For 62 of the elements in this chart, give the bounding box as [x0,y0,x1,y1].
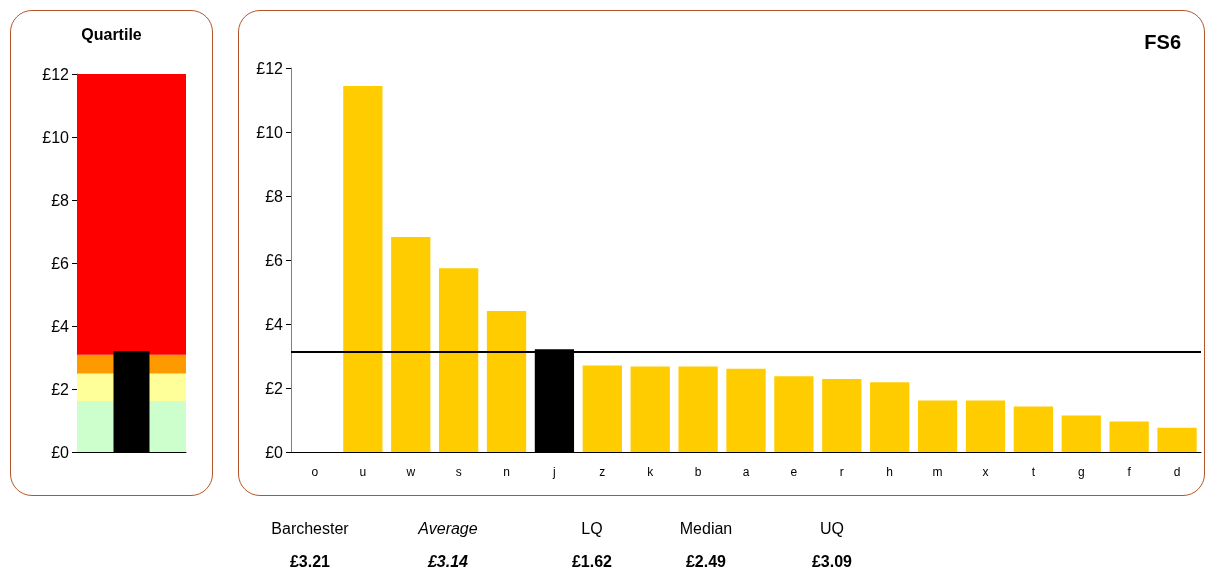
x-tick-label: w [405,465,416,479]
text: £3.14 [426,553,469,571]
bar [486,310,527,452]
bar [438,268,479,452]
y-tick-label: £12 [256,59,284,77]
bar [774,376,814,452]
bar [391,236,431,452]
y-tick-label: £8 [265,187,284,205]
bar [1157,427,1197,452]
x-tick-label: h [886,465,894,479]
y-tick-label: £0 [265,443,284,461]
x-tick-label: s [455,465,462,479]
bar [1013,406,1054,452]
bar [1061,415,1101,452]
x-tick-label: o [311,465,319,479]
x-tick-label: e [790,465,798,479]
bar [343,85,383,452]
text: £3.21 [288,553,331,571]
bar [965,400,1006,452]
x-tick-label: g [1077,465,1085,479]
text: Median [678,520,734,538]
text: Barchester [270,520,350,538]
bar [870,382,910,452]
x-tick-label: x [982,465,989,479]
x-tick-label: k [647,465,655,479]
bar [917,400,958,452]
x-tick-label: u [359,465,367,479]
text: £3.09 [810,553,853,571]
y-tick-label: £10 [42,128,70,146]
bar [630,366,670,452]
text: £1.62 [570,553,613,571]
y-tick-label: £8 [51,191,70,209]
text: Average [416,520,479,538]
x-tick-label: m [932,465,943,479]
bar [822,379,862,452]
text: LQ [580,520,604,538]
bar [582,365,622,452]
y-tick-label: £4 [265,315,284,333]
chart-title: FS6 [1144,31,1182,53]
y-tick-label: £2 [51,380,70,398]
y-tick-label: £10 [256,123,284,141]
bar [726,368,766,452]
x-tick-label: j [552,465,556,479]
x-tick-label: n [503,465,510,479]
text: UQ [819,520,845,538]
x-tick-label: z [599,465,606,479]
y-tick-label: £12 [42,65,70,83]
bar [1109,421,1149,452]
bar [678,366,718,452]
y-tick-label: £6 [51,254,70,272]
x-tick-label: r [839,465,844,479]
x-tick-label: b [694,465,702,479]
x-tick-label: a [742,465,750,479]
y-tick-label: £4 [51,317,70,335]
y-tick-label: £2 [265,379,284,397]
x-tick-label: d [1173,465,1181,479]
y-tick-label: £0 [51,443,70,461]
text: £2.49 [684,553,727,571]
x-tick-label: f [1127,465,1132,479]
x-tick-label: t [1031,465,1036,479]
chart-title: Quartile [81,25,142,43]
y-tick-label: £6 [265,251,284,269]
